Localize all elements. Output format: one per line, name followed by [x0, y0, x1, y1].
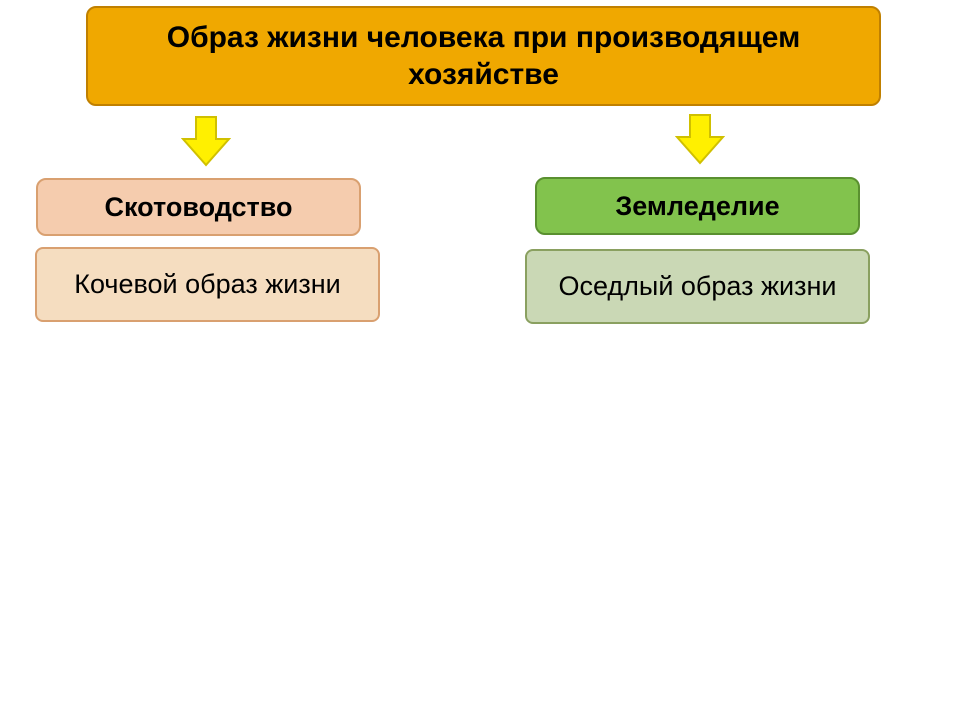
branch-left-header-text: Скотоводство: [105, 192, 293, 223]
branch-right-header: Земледелие: [535, 177, 860, 235]
branch-right-description: Оседлый образ жизни: [525, 249, 870, 324]
branch-right-description-text: Оседлый образ жизни: [558, 270, 836, 302]
diagram-title-text: Образ жизни человека при производящем хо…: [88, 19, 879, 94]
arrow-down-icon: [181, 115, 231, 167]
branch-left-description: Кочевой образ жизни: [35, 247, 380, 322]
branch-left-header: Скотоводство: [36, 178, 361, 236]
diagram-title: Образ жизни человека при производящем хо…: [86, 6, 881, 106]
branch-left-description-text: Кочевой образ жизни: [74, 268, 340, 300]
arrow-down-icon: [675, 113, 725, 165]
branch-right-header-text: Земледелие: [615, 191, 779, 222]
